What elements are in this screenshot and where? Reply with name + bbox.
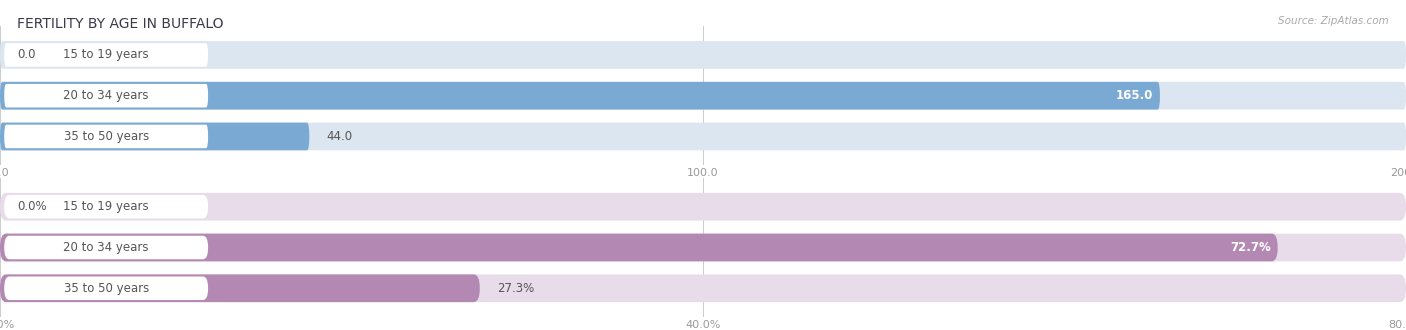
FancyBboxPatch shape <box>0 193 1406 220</box>
Text: 15 to 19 years: 15 to 19 years <box>63 49 149 61</box>
FancyBboxPatch shape <box>4 195 208 218</box>
FancyBboxPatch shape <box>0 82 1160 110</box>
FancyBboxPatch shape <box>0 234 1406 261</box>
Text: 20 to 34 years: 20 to 34 years <box>63 241 149 254</box>
Text: 35 to 50 years: 35 to 50 years <box>63 130 149 143</box>
Text: 15 to 19 years: 15 to 19 years <box>63 200 149 213</box>
Text: 27.3%: 27.3% <box>496 282 534 295</box>
Text: 72.7%: 72.7% <box>1230 241 1271 254</box>
Text: 165.0: 165.0 <box>1115 89 1153 102</box>
FancyBboxPatch shape <box>0 275 479 302</box>
FancyBboxPatch shape <box>4 43 208 67</box>
Text: 20 to 34 years: 20 to 34 years <box>63 89 149 102</box>
FancyBboxPatch shape <box>0 123 1406 150</box>
FancyBboxPatch shape <box>4 277 208 300</box>
Text: 44.0: 44.0 <box>326 130 353 143</box>
FancyBboxPatch shape <box>0 123 309 150</box>
FancyBboxPatch shape <box>0 82 1406 110</box>
Text: 35 to 50 years: 35 to 50 years <box>63 282 149 295</box>
FancyBboxPatch shape <box>0 41 1406 69</box>
Text: Source: ZipAtlas.com: Source: ZipAtlas.com <box>1278 16 1389 26</box>
FancyBboxPatch shape <box>0 234 1278 261</box>
FancyBboxPatch shape <box>4 84 208 108</box>
FancyBboxPatch shape <box>0 275 1406 302</box>
Text: 0.0%: 0.0% <box>17 200 46 213</box>
Text: FERTILITY BY AGE IN BUFFALO: FERTILITY BY AGE IN BUFFALO <box>17 16 224 30</box>
FancyBboxPatch shape <box>4 125 208 148</box>
Text: 0.0: 0.0 <box>17 49 35 61</box>
FancyBboxPatch shape <box>4 236 208 259</box>
